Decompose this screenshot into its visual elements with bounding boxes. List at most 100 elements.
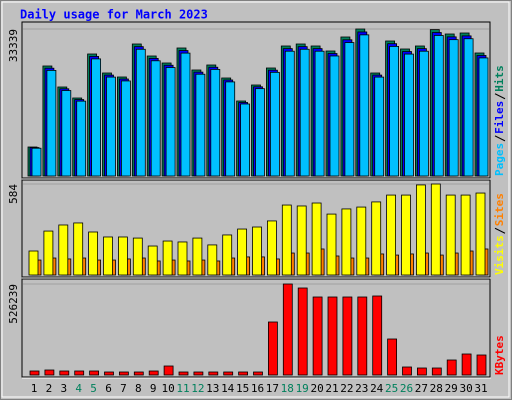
bar (415, 184, 426, 276)
bar (222, 234, 233, 276)
bar (475, 192, 486, 276)
x-tick-label: 31 (474, 382, 487, 395)
bar (103, 236, 113, 276)
x-tick-label: 2 (46, 382, 53, 395)
bar (29, 370, 40, 376)
bar (91, 58, 101, 177)
bar (147, 245, 158, 276)
bar (74, 370, 85, 376)
x-tick-label: 27 (415, 382, 428, 395)
bar (73, 222, 84, 276)
legend-entry: Visits (493, 235, 506, 275)
legend: Pages Files Hits (493, 65, 506, 176)
x-tick-label: 19 (296, 382, 309, 395)
bar (177, 241, 188, 276)
bar (327, 296, 338, 376)
bar (387, 338, 398, 376)
bar (118, 236, 128, 276)
bar (163, 365, 174, 376)
bar (266, 220, 277, 276)
bar (431, 367, 442, 376)
x-tick-label: 28 (430, 382, 443, 395)
y-tick-label: 584 (7, 184, 20, 204)
bar (59, 370, 70, 376)
x-tick-label: 17 (266, 382, 279, 395)
bar (210, 69, 221, 177)
bar (121, 80, 131, 177)
bar (476, 354, 487, 376)
bar (311, 202, 322, 276)
x-tick-label: 16 (251, 382, 264, 395)
bar (478, 57, 489, 177)
legend-entry: Files (493, 101, 506, 134)
bar (433, 35, 444, 177)
legend-entry: KBytes (493, 335, 506, 375)
bar (61, 90, 72, 177)
x-tick-label: 9 (150, 382, 157, 395)
bar (416, 367, 427, 376)
bar (58, 224, 69, 276)
bar (195, 73, 206, 177)
x-tick-label: 20 (310, 382, 323, 395)
x-tick-label: 22 (340, 382, 353, 395)
bar (296, 205, 307, 276)
bar (192, 237, 203, 276)
bar (341, 208, 352, 276)
legend: Visits Sites (493, 193, 506, 275)
x-tick-label: 5 (90, 382, 97, 395)
bar (402, 366, 412, 376)
bar (178, 371, 189, 376)
bar (193, 371, 204, 376)
x-tick-label: 14 (221, 382, 235, 395)
x-tick-label: 12 (191, 382, 204, 395)
bar (88, 231, 98, 276)
bar (386, 194, 397, 276)
bar (148, 370, 159, 376)
x-tick-label: 30 (459, 382, 472, 395)
bar (165, 67, 176, 177)
bar (401, 194, 411, 276)
legend-separator (494, 93, 506, 100)
bar (208, 371, 219, 376)
bar (404, 53, 414, 177)
y-tick-label: 526239 (7, 284, 20, 324)
bar (225, 81, 236, 177)
bar (253, 371, 263, 376)
bar (389, 46, 400, 177)
x-tick-label: 21 (325, 382, 338, 395)
x-tick-label: 7 (120, 382, 127, 395)
bar (162, 240, 173, 276)
bar (445, 194, 456, 276)
bar (132, 237, 143, 276)
bar (89, 370, 99, 376)
bar (281, 204, 292, 276)
bar (374, 76, 385, 177)
chart-title: Daily usage for March 2023 (20, 8, 208, 22)
bar (448, 39, 459, 177)
bar (329, 55, 340, 177)
bar (356, 206, 367, 276)
bar (76, 100, 87, 177)
bar (252, 226, 262, 276)
bar (314, 50, 325, 177)
bar (463, 38, 474, 177)
legend-entry: Sites (493, 193, 506, 226)
x-tick-label: 23 (355, 382, 368, 395)
bar (282, 283, 293, 376)
bar (238, 371, 249, 376)
bar (46, 69, 57, 177)
bar (119, 371, 129, 376)
legend-entry: Pages (493, 143, 506, 176)
panel (21, 278, 491, 378)
x-tick-label: 15 (236, 382, 249, 395)
y-tick-label: 33339 (7, 29, 20, 62)
x-tick-label: 26 (400, 382, 413, 395)
x-tick-label: 10 (161, 382, 174, 395)
bar (237, 228, 248, 276)
x-tick-label: 29 (445, 382, 458, 395)
bar (267, 321, 278, 376)
bar (418, 50, 429, 177)
